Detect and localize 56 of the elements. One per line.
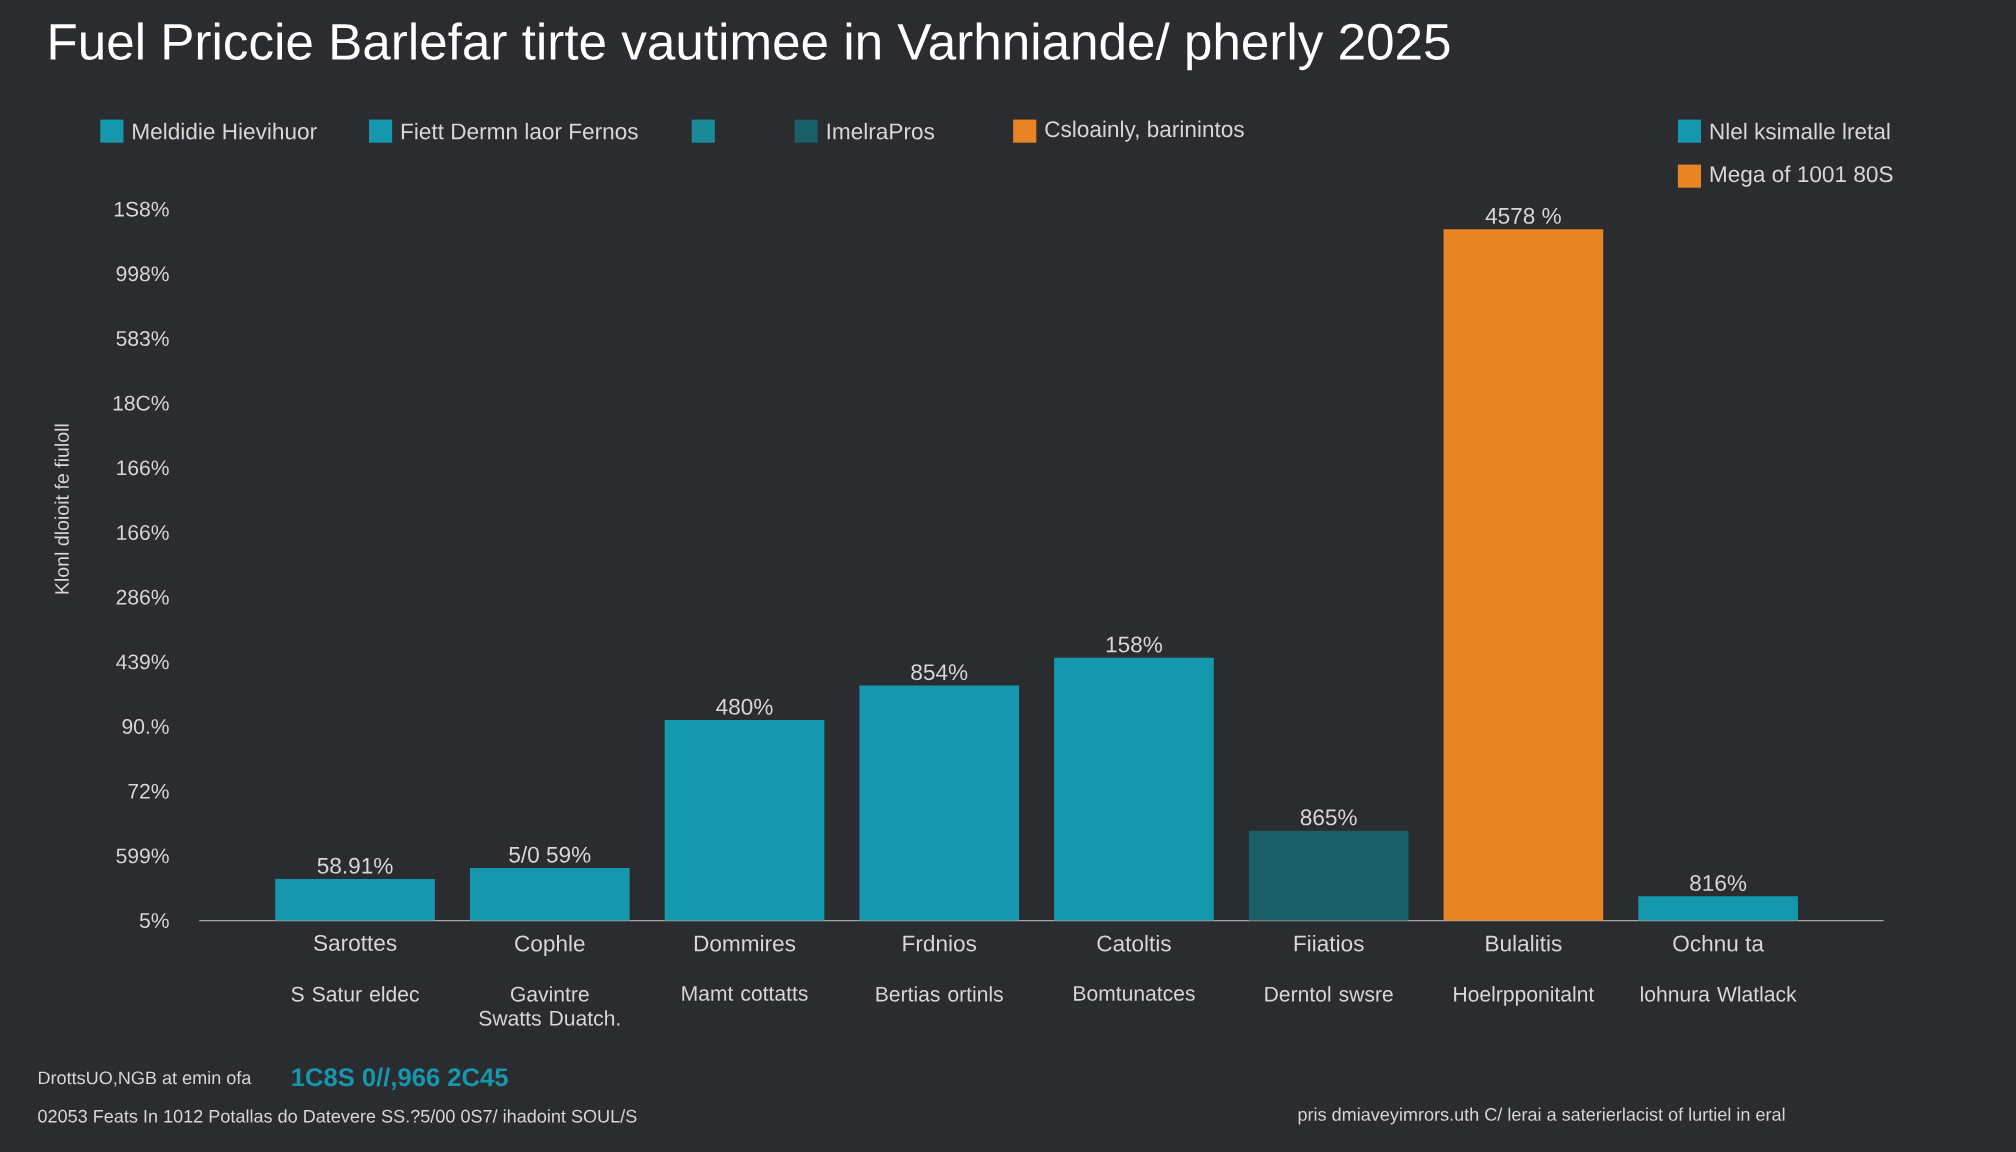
text: 1S8% — [114, 201, 169, 217]
text: 72% — [128, 783, 169, 799]
text: Mamt cottatts — [682, 986, 808, 1001]
legend-label: Mega of 1001 80S — [1710, 165, 1893, 187]
text: 58.91% — [317, 857, 393, 874]
text: 816% — [1690, 875, 1747, 892]
bar — [275, 879, 435, 921]
bar — [469, 868, 630, 921]
x-tick-label: Fiiatios — [1294, 934, 1364, 952]
text: 583% — [116, 331, 169, 346]
text: lohnura Wlatlack — [1641, 986, 1797, 1002]
bar — [1054, 657, 1214, 921]
text: S Satur eldec — [291, 986, 419, 1002]
x-tick-label: Bulalitis — [1486, 934, 1562, 952]
text: 998% — [116, 266, 169, 282]
text: 1C8S 0//,966 2C45 — [292, 1067, 508, 1090]
x-tick-label: Catoltis — [1097, 934, 1171, 952]
x-tick-label: Sarottes — [314, 934, 397, 951]
text: 90.% — [122, 719, 169, 735]
text: 4578 % — [1485, 207, 1561, 224]
text: 5% — [139, 913, 169, 928]
text: 166% — [117, 525, 169, 541]
bar — [859, 685, 1020, 921]
x-tick-label: Ochnu ta — [1673, 934, 1764, 952]
bar — [1443, 229, 1604, 921]
text: 865% — [1300, 809, 1357, 826]
bar — [1248, 830, 1409, 921]
text: 854% — [911, 664, 968, 681]
text: 599% — [116, 848, 169, 864]
text: Bomtunatces — [1074, 986, 1195, 1001]
text: 439% — [116, 654, 169, 670]
text: 166% — [117, 460, 169, 476]
text: 158% — [1106, 636, 1163, 653]
legend-label: Nlel ksimalle lretal — [1710, 122, 1890, 140]
legend-label: Csloainly, barinintos — [1045, 120, 1244, 142]
text: 480% — [716, 698, 773, 715]
chart-title: Fuel Priccie Barlefar tirte vautimee in Varhniande/ pherly 2025 — [50, 22, 1450, 71]
text: DrottsUO,NGB at emin ofa — [38, 1071, 252, 1087]
text: Derntol swsre — [1265, 986, 1393, 1002]
text: Gavintre Swatts Duatch. — [479, 986, 620, 1026]
legend-label: Fiett Dermn laor Fernos — [401, 122, 638, 140]
text: 02053 Feats In 1012 Potallas do Datevere SS.?5/00 0S7/ ihadoint SOUL/S — [38, 1109, 637, 1123]
text: Hoelrpponitalnt — [1454, 986, 1595, 1006]
legend-label: Meldidie Hievihuor — [133, 122, 317, 140]
x-tick-label: Dommires — [694, 934, 796, 952]
text: Bertias ortinls — [876, 986, 1003, 1002]
text: Klonl dloioit fe fiuloll — [54, 424, 69, 594]
text: 286% — [116, 589, 169, 605]
bar — [664, 720, 825, 921]
bar — [1638, 896, 1798, 921]
legend-label: ImelraPros — [827, 122, 934, 140]
text: 5/0 59% — [509, 846, 591, 863]
x-tick-label: Frdnios — [903, 934, 977, 952]
x-tick-label: Cophle — [515, 934, 585, 956]
text: 18C% — [113, 395, 169, 411]
text: pris dmiaveyimrors.uth C/ lerai a saterierlacist of lurtiel in eral — [1298, 1107, 1785, 1125]
